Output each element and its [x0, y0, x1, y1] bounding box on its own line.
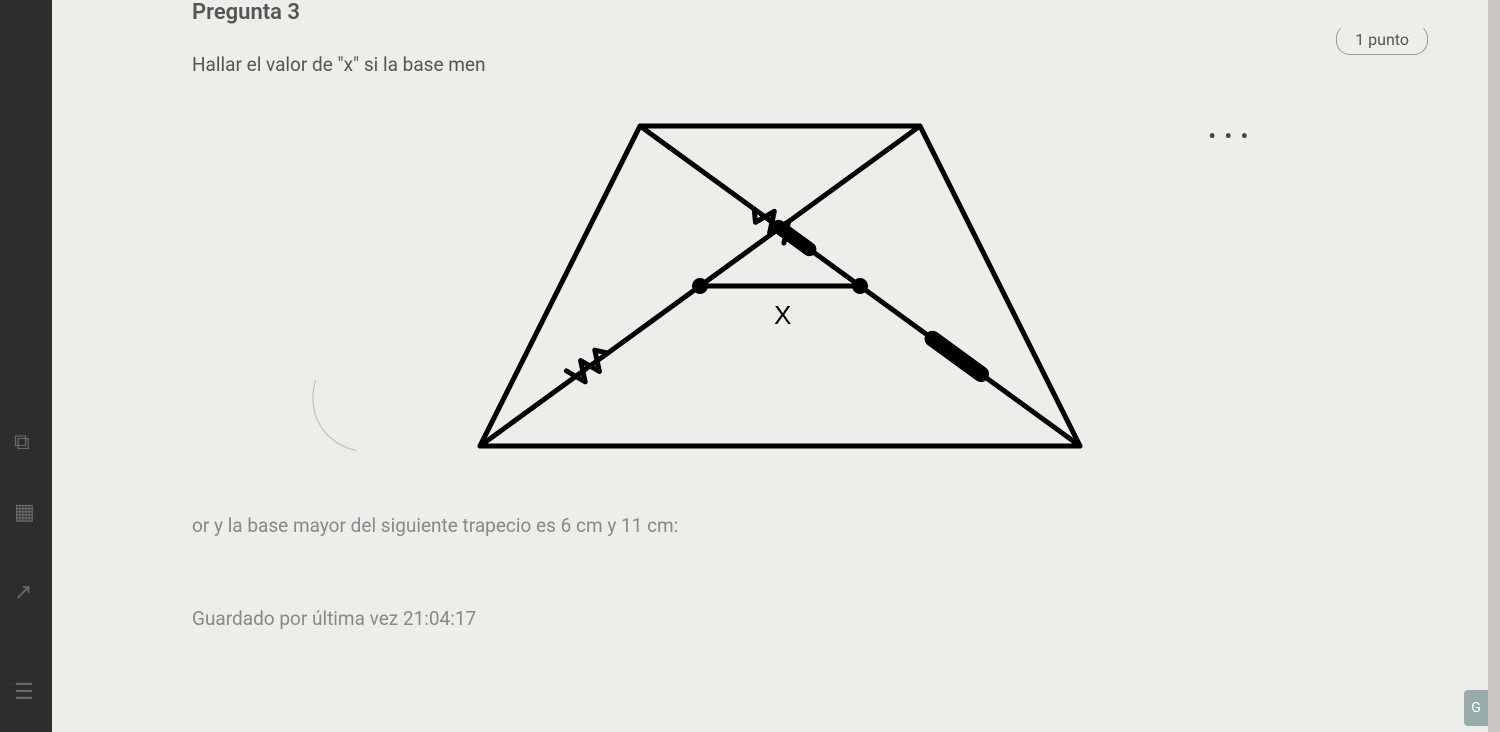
more-icon[interactable]: • • •	[1208, 124, 1250, 148]
question-prompt-part2: or y la base mayor del siguiente trapeci…	[192, 514, 1448, 537]
question-prompt-part1: Hallar el valor de "x" si la base men	[192, 53, 1448, 76]
side-toolbar: ⧉ ▦ ↗ ☰	[0, 0, 52, 732]
svg-text:X: X	[774, 300, 791, 330]
content-area: Pregunta 3 1 punto Hallar el valor de "x…	[52, 0, 1500, 732]
right-tab[interactable]: G	[1464, 690, 1488, 726]
tool-icon-1[interactable]: ⧉	[14, 430, 30, 455]
points-badge: 1 punto	[1336, 24, 1428, 55]
tool-icon-3[interactable]: ↗	[14, 580, 32, 605]
tool-icon-2[interactable]: ▦	[14, 500, 35, 525]
trapezoid-svg: X	[430, 96, 1130, 466]
tool-icon-4[interactable]: ☰	[14, 680, 34, 705]
question-card: Pregunta 3 1 punto Hallar el valor de "x…	[52, 0, 1488, 732]
trapezoid-figure: • • • X	[430, 96, 1210, 470]
question-header: Pregunta 3	[192, 0, 1448, 25]
saved-timestamp: Guardado por última vez 21:04:17	[192, 607, 1448, 630]
